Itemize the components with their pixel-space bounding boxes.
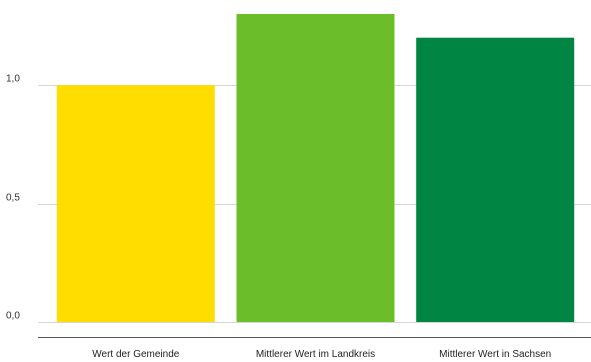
y-axis-tick-labels: 0,0 0,5 1,0 [6,74,20,322]
y-tick-label: 0,0 [6,311,20,322]
bars [56,14,575,322]
bar-3 [416,37,575,322]
x-category-label: Mittlerer Wert im Landkreis [256,349,375,360]
x-axis-category-labels: Wert der Gemeinde Mittlerer Wert im Landk… [92,349,551,360]
x-category-label: Mittlerer Wert in Sachsen [439,349,551,360]
bar-2 [236,14,395,322]
x-category-label: Wert der Gemeinde [92,349,180,360]
y-tick-label: 0,5 [6,193,20,204]
y-tick-label: 1,0 [6,74,20,85]
bar-1 [56,85,215,322]
